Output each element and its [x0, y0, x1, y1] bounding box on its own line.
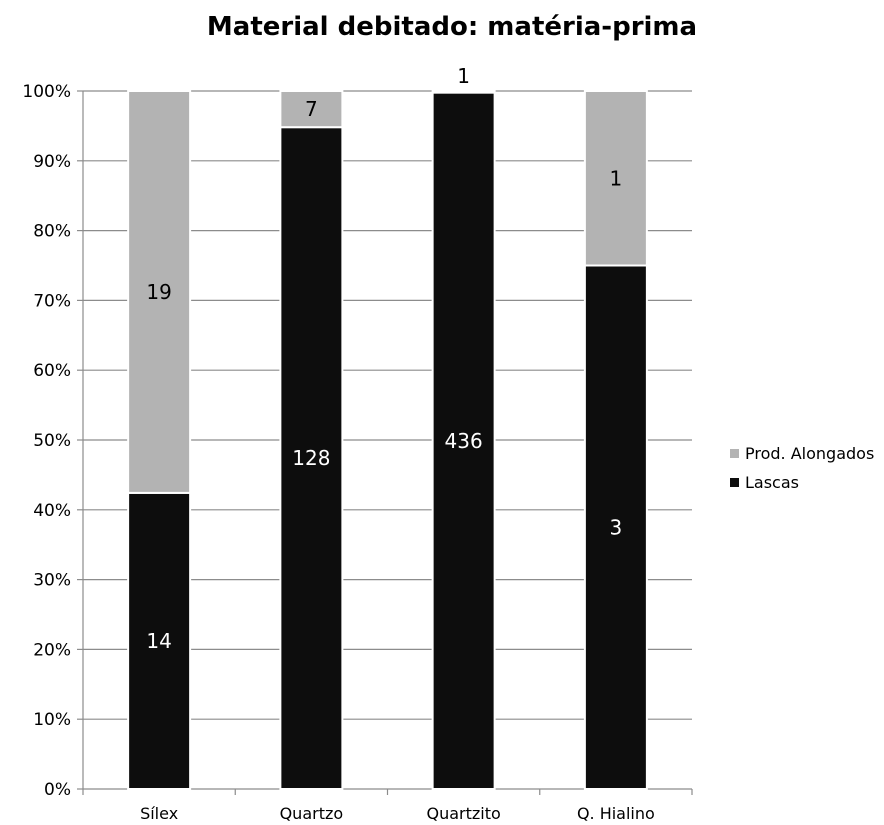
legend-label: Lascas	[745, 473, 799, 492]
x-tick-label: Quartzito	[426, 804, 500, 823]
legend: Prod. Alongados Lascas	[730, 444, 874, 492]
axes: 0% 10% 20% 30% 40% 50% 60% 70% 80% 90% 100% Sílex Qu…	[22, 82, 693, 823]
y-tick-label: 30%	[33, 571, 71, 591]
x-tick-label: Quartzo	[280, 804, 344, 823]
data-label: 7	[305, 97, 318, 121]
bar-lascas	[583, 264, 648, 790]
bar-prod-alongados	[431, 90, 496, 94]
y-tick-label: 70%	[33, 291, 71, 311]
data-label: 1	[457, 64, 470, 88]
bar-prod-alongados	[583, 90, 648, 267]
legend-label: Prod. Alongados	[745, 444, 874, 463]
data-label: 1	[610, 166, 623, 190]
data-label: 14	[146, 629, 171, 653]
y-tick-label: 0%	[44, 780, 71, 800]
bar-lascas	[279, 126, 344, 791]
legend-swatch	[730, 478, 739, 487]
y-tick-label: 90%	[33, 152, 71, 172]
y-tick-label: 100%	[22, 82, 71, 102]
bars	[127, 90, 648, 791]
data-label: 128	[292, 446, 330, 470]
bar-lascas	[431, 91, 496, 791]
bar-lascas	[127, 491, 192, 790]
x-tick-label: Sílex	[140, 804, 178, 823]
bar-prod-alongados	[127, 90, 192, 494]
y-tick-label: 60%	[33, 361, 71, 381]
x-tick-label: Q. Hialino	[577, 804, 655, 823]
data-label: 19	[146, 280, 171, 304]
bar-prod-alongados	[279, 90, 344, 129]
y-tick-label: 10%	[33, 710, 71, 730]
data-label: 3	[610, 515, 623, 539]
chart-title: Material debitado: matéria-prima	[206, 12, 698, 42]
data-labels: 14 19 128 7 436 1 3 1	[146, 64, 622, 653]
legend-swatch	[730, 449, 739, 458]
y-tick-label: 80%	[33, 222, 71, 242]
y-tick-label: 20%	[33, 640, 71, 660]
data-label: 436	[445, 429, 483, 453]
y-tick-label: 40%	[33, 501, 71, 521]
y-tick-label: 50%	[33, 431, 71, 451]
